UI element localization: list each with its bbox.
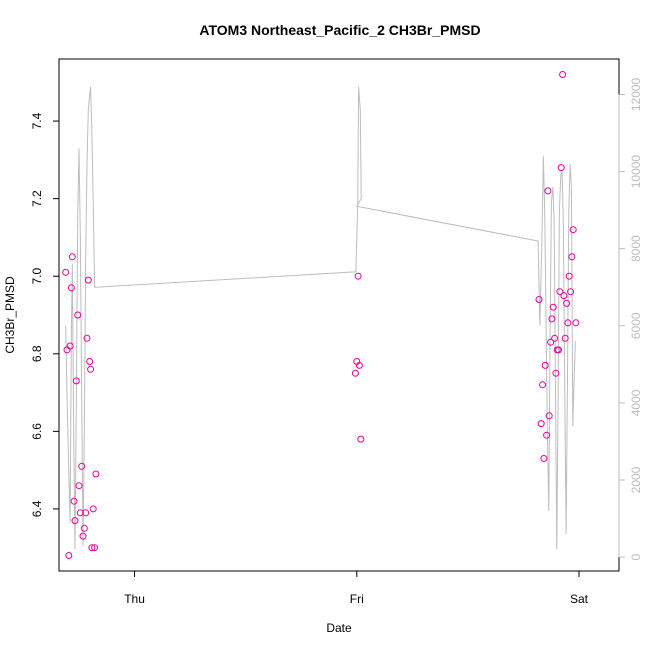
data-point xyxy=(86,358,94,365)
data-point xyxy=(563,299,571,307)
y-tick-label: 6.6 xyxy=(30,423,44,440)
data-point xyxy=(75,482,83,490)
data-point xyxy=(543,431,551,439)
data-point xyxy=(541,361,549,369)
data-point xyxy=(88,544,96,552)
y-axis-label: CH3Br_PMSD xyxy=(3,276,17,354)
data-point xyxy=(539,381,547,389)
data-point xyxy=(84,276,92,284)
primary-series-points xyxy=(62,71,580,559)
y2-tick-label: 8000 xyxy=(629,235,643,262)
x-tick-label: Sat xyxy=(570,592,589,606)
y-tick-label: 6.8 xyxy=(30,345,44,362)
data-point xyxy=(564,319,572,327)
data-point xyxy=(87,365,95,373)
data-point xyxy=(91,544,99,552)
data-point xyxy=(80,524,88,532)
secondary-series-line xyxy=(65,86,576,550)
y-axis-right: 0 2000 4000 6000 8000 10000 12000 xyxy=(618,77,643,560)
y-tick-label: 7.0 xyxy=(30,268,44,285)
y-tick-label: 7.2 xyxy=(30,190,44,207)
data-point xyxy=(65,552,73,559)
data-point xyxy=(551,334,559,342)
data-point xyxy=(540,455,548,462)
data-point xyxy=(557,164,565,172)
data-point xyxy=(548,315,556,323)
data-point xyxy=(544,187,552,195)
data-point xyxy=(68,253,76,261)
data-point xyxy=(569,226,577,234)
data-point xyxy=(72,377,80,385)
data-point xyxy=(560,292,568,300)
data-point xyxy=(355,361,363,369)
data-point xyxy=(567,288,575,296)
data-point xyxy=(76,509,84,517)
data-point xyxy=(565,272,573,280)
y2-tick-label: 12000 xyxy=(629,77,643,111)
x-axis: Thu Fri Sat xyxy=(124,570,589,606)
data-point xyxy=(63,346,71,354)
y2-tick-label: 4000 xyxy=(629,389,643,416)
data-point xyxy=(549,303,557,311)
data-point xyxy=(62,268,70,276)
data-point xyxy=(71,517,79,525)
data-point xyxy=(556,288,564,296)
plot-frame xyxy=(58,58,620,572)
x-tick-label: Fri xyxy=(350,592,364,606)
data-point xyxy=(555,346,563,354)
y2-tick-label: 2000 xyxy=(629,466,643,493)
data-point xyxy=(561,334,569,342)
y2-tick-label: 0 xyxy=(629,553,643,560)
data-point xyxy=(74,311,82,319)
series-line-path xyxy=(65,86,576,550)
data-point xyxy=(82,509,90,517)
y2-tick-label: 10000 xyxy=(629,155,643,189)
data-point xyxy=(79,532,87,540)
data-point xyxy=(92,470,100,478)
data-point xyxy=(572,319,580,327)
y2-tick-label: 6000 xyxy=(629,312,643,339)
data-point xyxy=(537,420,545,428)
data-point xyxy=(559,71,567,78)
y-tick-label: 6.4 xyxy=(30,500,44,517)
data-point xyxy=(357,435,365,443)
y-axis-left: 6.4 6.6 6.8 7.0 7.2 7.4 xyxy=(30,112,60,517)
y-tick-label: 7.4 xyxy=(30,112,44,129)
x-axis-label: Date xyxy=(326,621,352,635)
data-point xyxy=(89,505,97,513)
data-point xyxy=(78,462,86,470)
data-point xyxy=(67,284,75,292)
chart-title: ATOM3 Northeast_Pacific_2 CH3Br_PMSD xyxy=(199,22,480,38)
data-point xyxy=(568,253,576,261)
data-point xyxy=(66,342,74,350)
data-point xyxy=(552,369,560,377)
data-point xyxy=(83,334,91,342)
data-point xyxy=(535,296,543,303)
data-point xyxy=(547,338,555,346)
data-point xyxy=(70,497,78,505)
data-point xyxy=(354,272,362,280)
x-tick-label: Thu xyxy=(124,592,145,606)
data-point xyxy=(351,369,359,377)
data-point xyxy=(545,412,553,420)
